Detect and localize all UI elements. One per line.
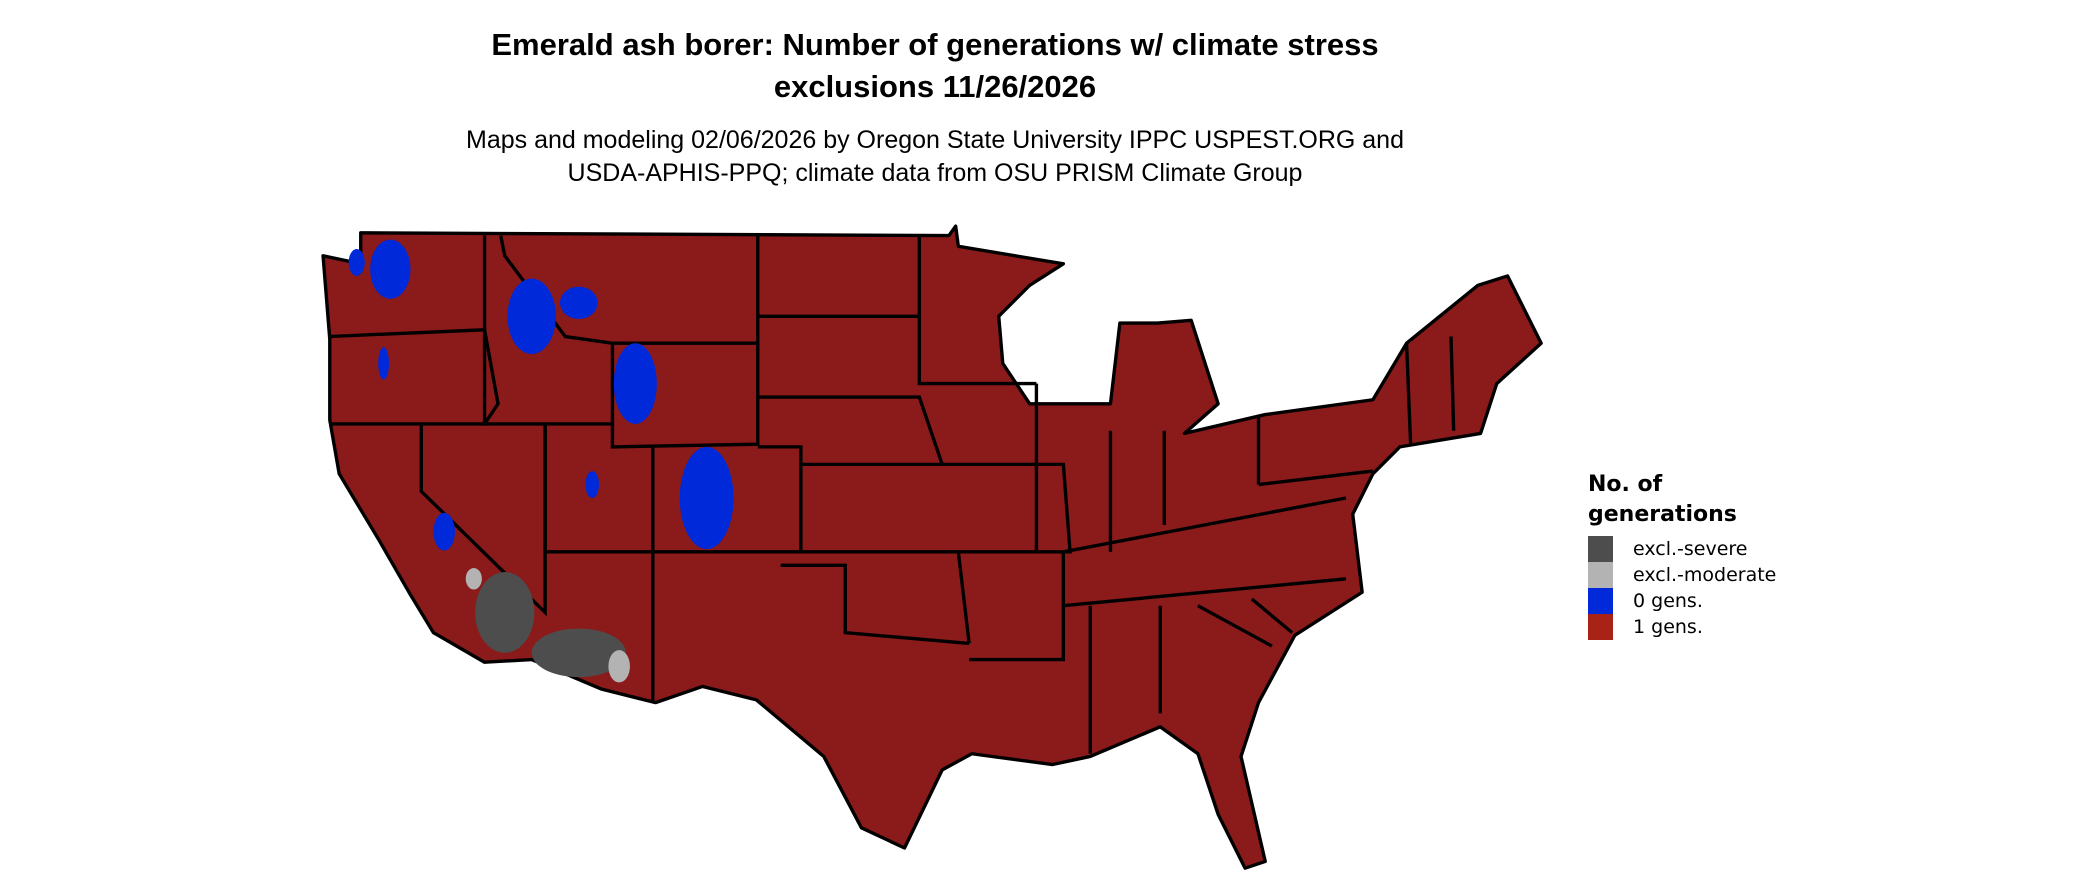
legend-label: excl.-severe (1633, 538, 1748, 560)
excl-moderate-areas (465, 568, 630, 683)
legend: No. of generations excl.-severe excl.-mo… (1588, 470, 1776, 640)
map-subtitle-line2: USDA-APHIS-PPQ; climate data from OSU PR… (567, 159, 1303, 187)
state-borders (329, 235, 1456, 754)
map-title-line2: exclusions 11/26/2026 (773, 69, 1097, 104)
legend-label: 1 gens. (1633, 616, 1703, 638)
excl-severe-areas (475, 572, 626, 678)
map-title-line1: Emerald ash borer: Number of generations… (491, 27, 1379, 62)
map-subtitle-line1: Maps and modeling 02/06/2026 by Oregon S… (466, 126, 1404, 154)
legend-swatch (1588, 562, 1613, 588)
legend-item-1-gens: 1 gens. (1588, 614, 1776, 640)
legend-title-line2: generations (1588, 502, 1737, 527)
legend-title-line1: No. of (1588, 472, 1663, 497)
legend-item-0-gens: 0 gens. (1588, 588, 1776, 614)
legend-label: excl.-moderate (1633, 564, 1777, 586)
legend-swatch (1588, 588, 1613, 614)
legend-swatch (1588, 614, 1613, 640)
legend-item-excl-severe: excl.-severe (1588, 536, 1776, 562)
legend-swatch (1588, 536, 1613, 562)
legend-label: 0 gens. (1633, 590, 1703, 612)
us-outline (321, 224, 1543, 870)
zero-gens-areas (348, 239, 734, 551)
legend-item-excl-moderate: excl.-moderate (1588, 562, 1776, 588)
